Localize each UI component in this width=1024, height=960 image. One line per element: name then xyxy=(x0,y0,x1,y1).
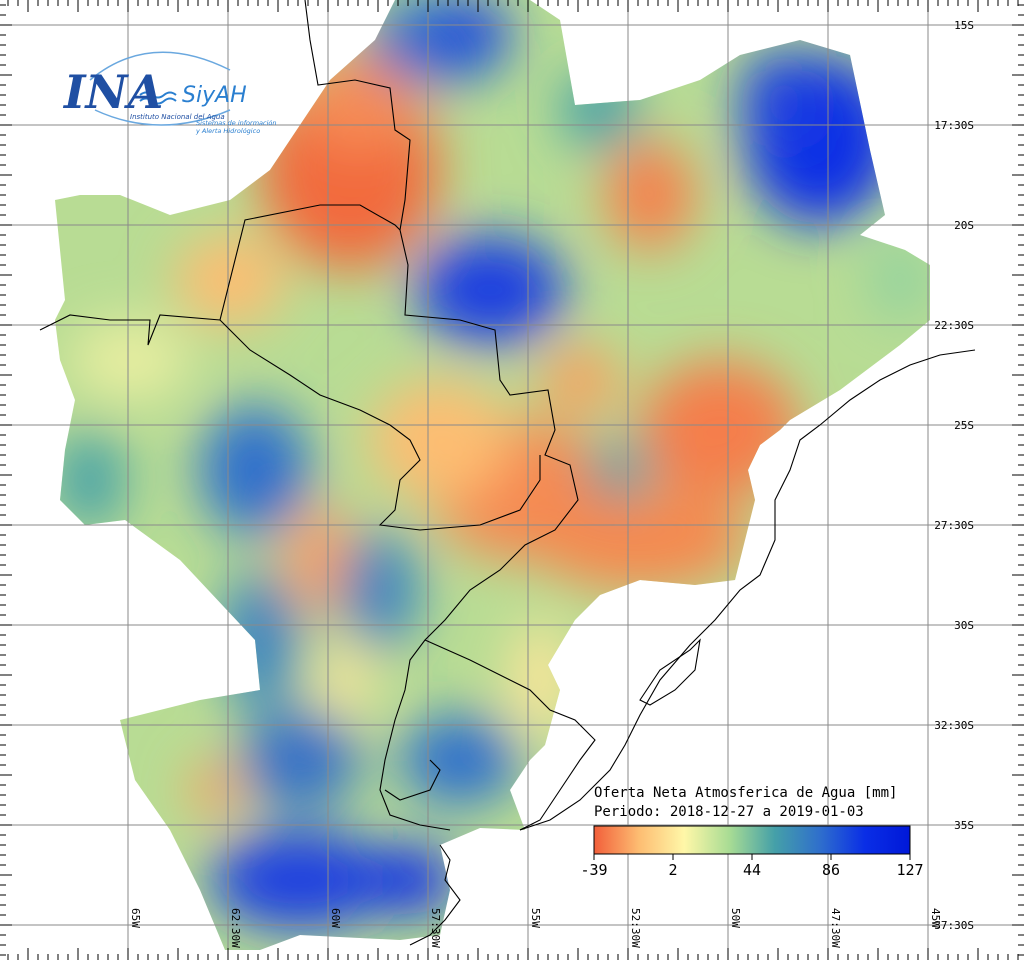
lon-label: 47:30W xyxy=(829,908,842,948)
legend-tick-label: 86 xyxy=(822,861,840,879)
lat-label: 17:30S xyxy=(934,119,974,132)
legend-tick-label: 44 xyxy=(743,861,761,879)
legend-period: Periodo: 2018-12-27 a 2019-01-03 xyxy=(594,804,864,820)
logo-siyah-text: SiyAH xyxy=(182,83,247,108)
lat-label: 15S xyxy=(954,19,974,32)
lon-label: 60W xyxy=(329,908,342,928)
political-borders xyxy=(39,0,976,946)
lat-label: 35S xyxy=(954,819,974,832)
lon-label: 45W xyxy=(929,908,942,928)
lat-label: 32:30S xyxy=(934,719,974,732)
lon-label: 55W xyxy=(529,908,542,928)
lat-label: 22:30S xyxy=(934,319,974,332)
lat-label: 20S xyxy=(954,219,974,232)
legend-ticks: -39 2 44 86 127 xyxy=(580,854,924,879)
lat-label: 27:30S xyxy=(934,519,974,532)
legend-tick-label: 127 xyxy=(896,861,923,879)
ina-siyah-logo: INA SiyAH Instituto Nacional del Agua Si… xyxy=(62,51,276,135)
legend-colorbar xyxy=(593,825,911,855)
legend-tick-label: 2 xyxy=(668,861,677,879)
lon-label: 50W xyxy=(729,908,742,928)
lat-label: 37:30S xyxy=(934,919,974,932)
lon-label: 57:30W xyxy=(429,908,442,948)
logo-subtitle-line2: y Alerta Hidrológico xyxy=(195,127,260,135)
logo-institute-text: Instituto Nacional del Agua xyxy=(130,113,225,121)
logo-subtitle-line1: Sistemas de información xyxy=(196,119,276,127)
logo-ina-text: INA xyxy=(62,65,163,119)
legend-title: Oferta Neta Atmosferica de Agua [mm] xyxy=(594,785,897,801)
latitude-labels: 15S 17:30S 20S 22:30S 25S 27:30S 30S 32:30S 35S 3… xyxy=(934,19,974,932)
legend: Oferta Neta Atmosferica de Agua [mm] Per… xyxy=(580,785,923,879)
lon-label: 65W xyxy=(129,908,142,928)
longitude-labels: 65W 62:30W 60W 57:30W 55W 52:30W 50W 47:30W 45W xyxy=(129,908,942,948)
lon-label: 62:30W xyxy=(229,908,242,948)
lat-label: 30S xyxy=(954,619,974,632)
lon-label: 52:30W xyxy=(629,908,642,948)
lat-label: 25S xyxy=(954,419,974,432)
legend-tick-label: -39 xyxy=(580,861,607,879)
